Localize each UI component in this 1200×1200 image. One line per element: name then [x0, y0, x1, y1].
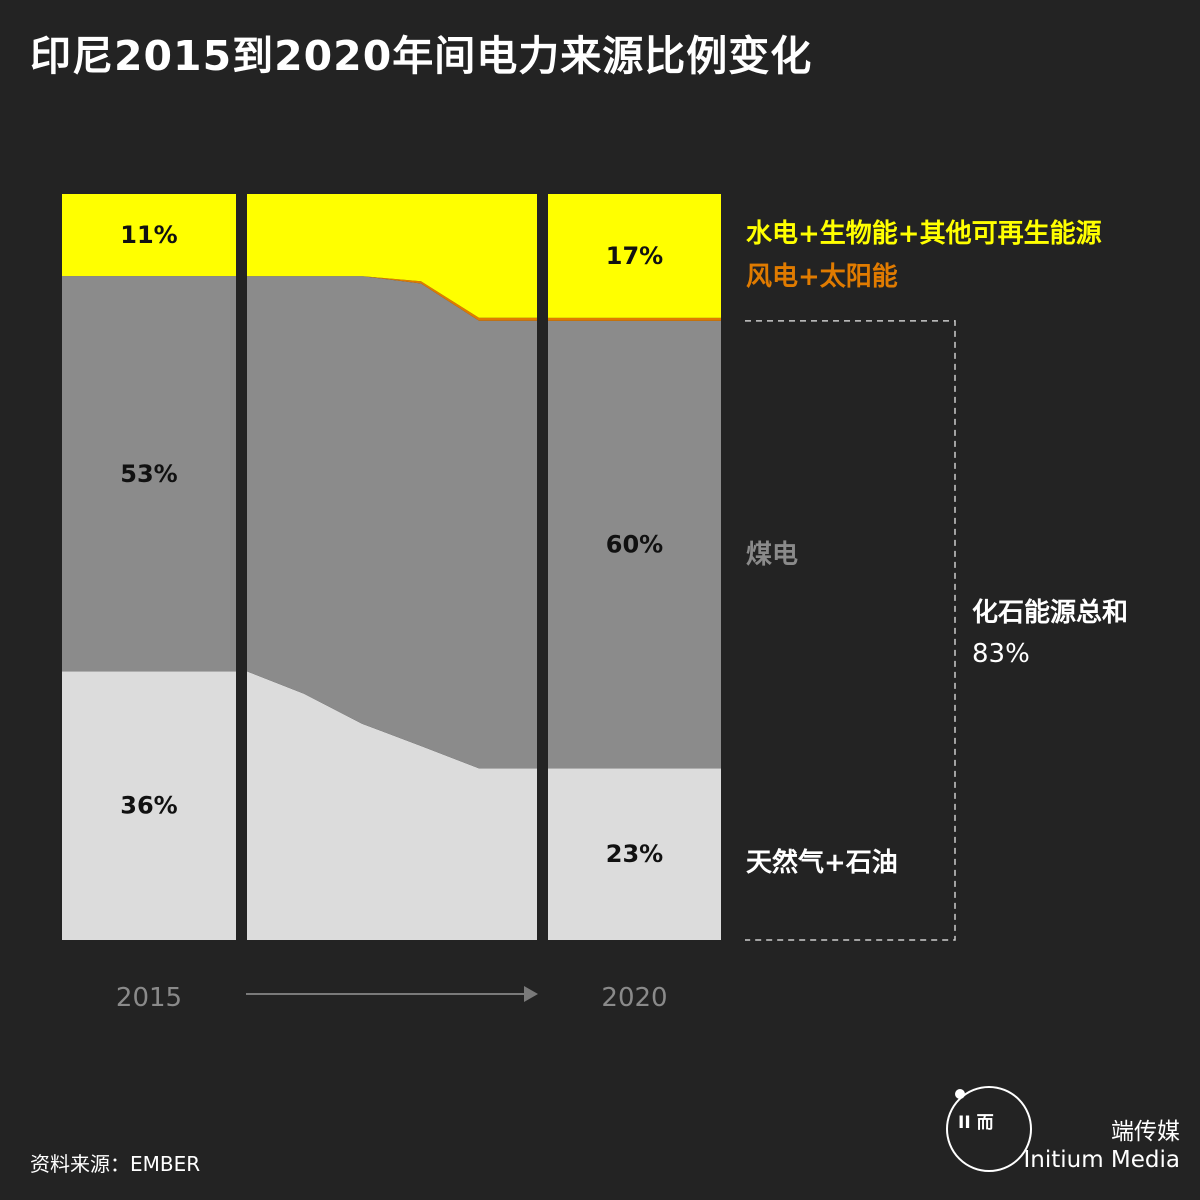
bar-wind-solar-2020 [548, 317, 721, 321]
axis-label-2020: 2020 [601, 983, 667, 1013]
label-gas-oil-2020: 23% [606, 840, 663, 868]
chart-title: 印尼2015到2020年间电力来源比例变化 [30, 32, 813, 80]
label-renewables-2015: 11% [120, 221, 177, 249]
label-renewables-2020: 17% [606, 242, 663, 270]
bar-gas-oil-2020 [548, 768, 721, 940]
brand-name-chinese: 端传媒 [1111, 1119, 1180, 1145]
legend-gas-oil: 天然气+石油 [746, 847, 898, 878]
area-gas-oil [247, 671, 537, 940]
label-coal-2020: 60% [606, 531, 663, 559]
legend-coal: 煤电 [746, 540, 798, 570]
area-coal [247, 276, 537, 769]
logo-lettering: ΙΙ 而 [958, 1113, 994, 1133]
label-gas-oil-2015: 36% [120, 792, 177, 820]
legend-wind-solar: 风电+太阳能 [746, 261, 898, 292]
timeline-arrow-head [524, 986, 538, 1002]
initium-logo-icon [946, 1086, 1032, 1172]
area-wind-solar [247, 276, 537, 321]
legend-renewables: 水电+生物能+其他可再生能源 [746, 218, 1102, 249]
fossil-total-value: 83% [972, 639, 1030, 669]
bar-coal-2015 [62, 276, 236, 672]
fossil-total-bracket [745, 320, 956, 941]
bar-renewables-2015 [62, 194, 236, 277]
axis-label-2015: 2015 [116, 983, 182, 1013]
source-note: 资料来源：EMBER [30, 1152, 201, 1176]
bar-coal-2020 [548, 320, 721, 769]
brand-name-english: Initium Media [1023, 1147, 1180, 1173]
fossil-total-label: 化石能源总和 [972, 597, 1128, 628]
area-renewables [247, 194, 537, 318]
bar-renewables-2020 [548, 194, 721, 318]
bar-gas-oil-2015 [62, 671, 236, 940]
label-coal-2015: 53% [120, 460, 177, 488]
